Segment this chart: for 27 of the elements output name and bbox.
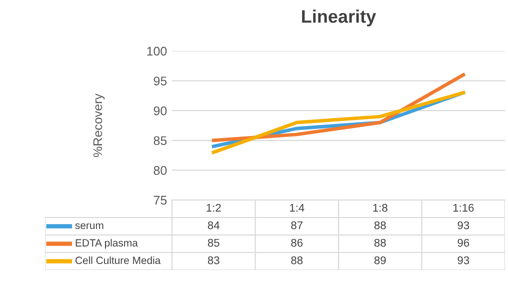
y-axis-title: %Recovery — [93, 94, 105, 158]
y-tick-label: 80 — [154, 166, 167, 175]
data-label: 93 — [458, 221, 470, 230]
data-label: 83 — [208, 256, 220, 264]
data-label: 88 — [374, 238, 386, 247]
x-tick-label: 1:2 — [206, 204, 221, 212]
data-label: 84 — [208, 221, 220, 230]
y-tick-label: 90 — [154, 106, 167, 116]
y-tick-label: 95 — [154, 76, 167, 86]
data-label: 88 — [291, 256, 303, 264]
data-label: 89 — [374, 256, 386, 264]
y-tick-label: 75 — [154, 196, 167, 205]
x-tick-label: 1:16 — [453, 204, 474, 212]
chart-title: Linearity — [302, 10, 376, 26]
legend-label: EDTA plasma — [76, 238, 138, 249]
y-tick-label: 85 — [154, 136, 167, 146]
data-label: 96 — [458, 238, 470, 247]
y-tick-label: 100 — [147, 46, 167, 56]
legend-label: Cell Culture Media — [76, 256, 161, 264]
x-tick-label: 1:8 — [373, 204, 388, 212]
data-label: 88 — [374, 221, 386, 230]
data-label: 85 — [208, 238, 220, 247]
legend-label: serum — [75, 223, 104, 230]
data-label: 86 — [291, 238, 303, 247]
data-label: 87 — [291, 221, 302, 230]
x-tick-label: 1:4 — [290, 204, 304, 212]
data-label: 93 — [458, 256, 470, 264]
